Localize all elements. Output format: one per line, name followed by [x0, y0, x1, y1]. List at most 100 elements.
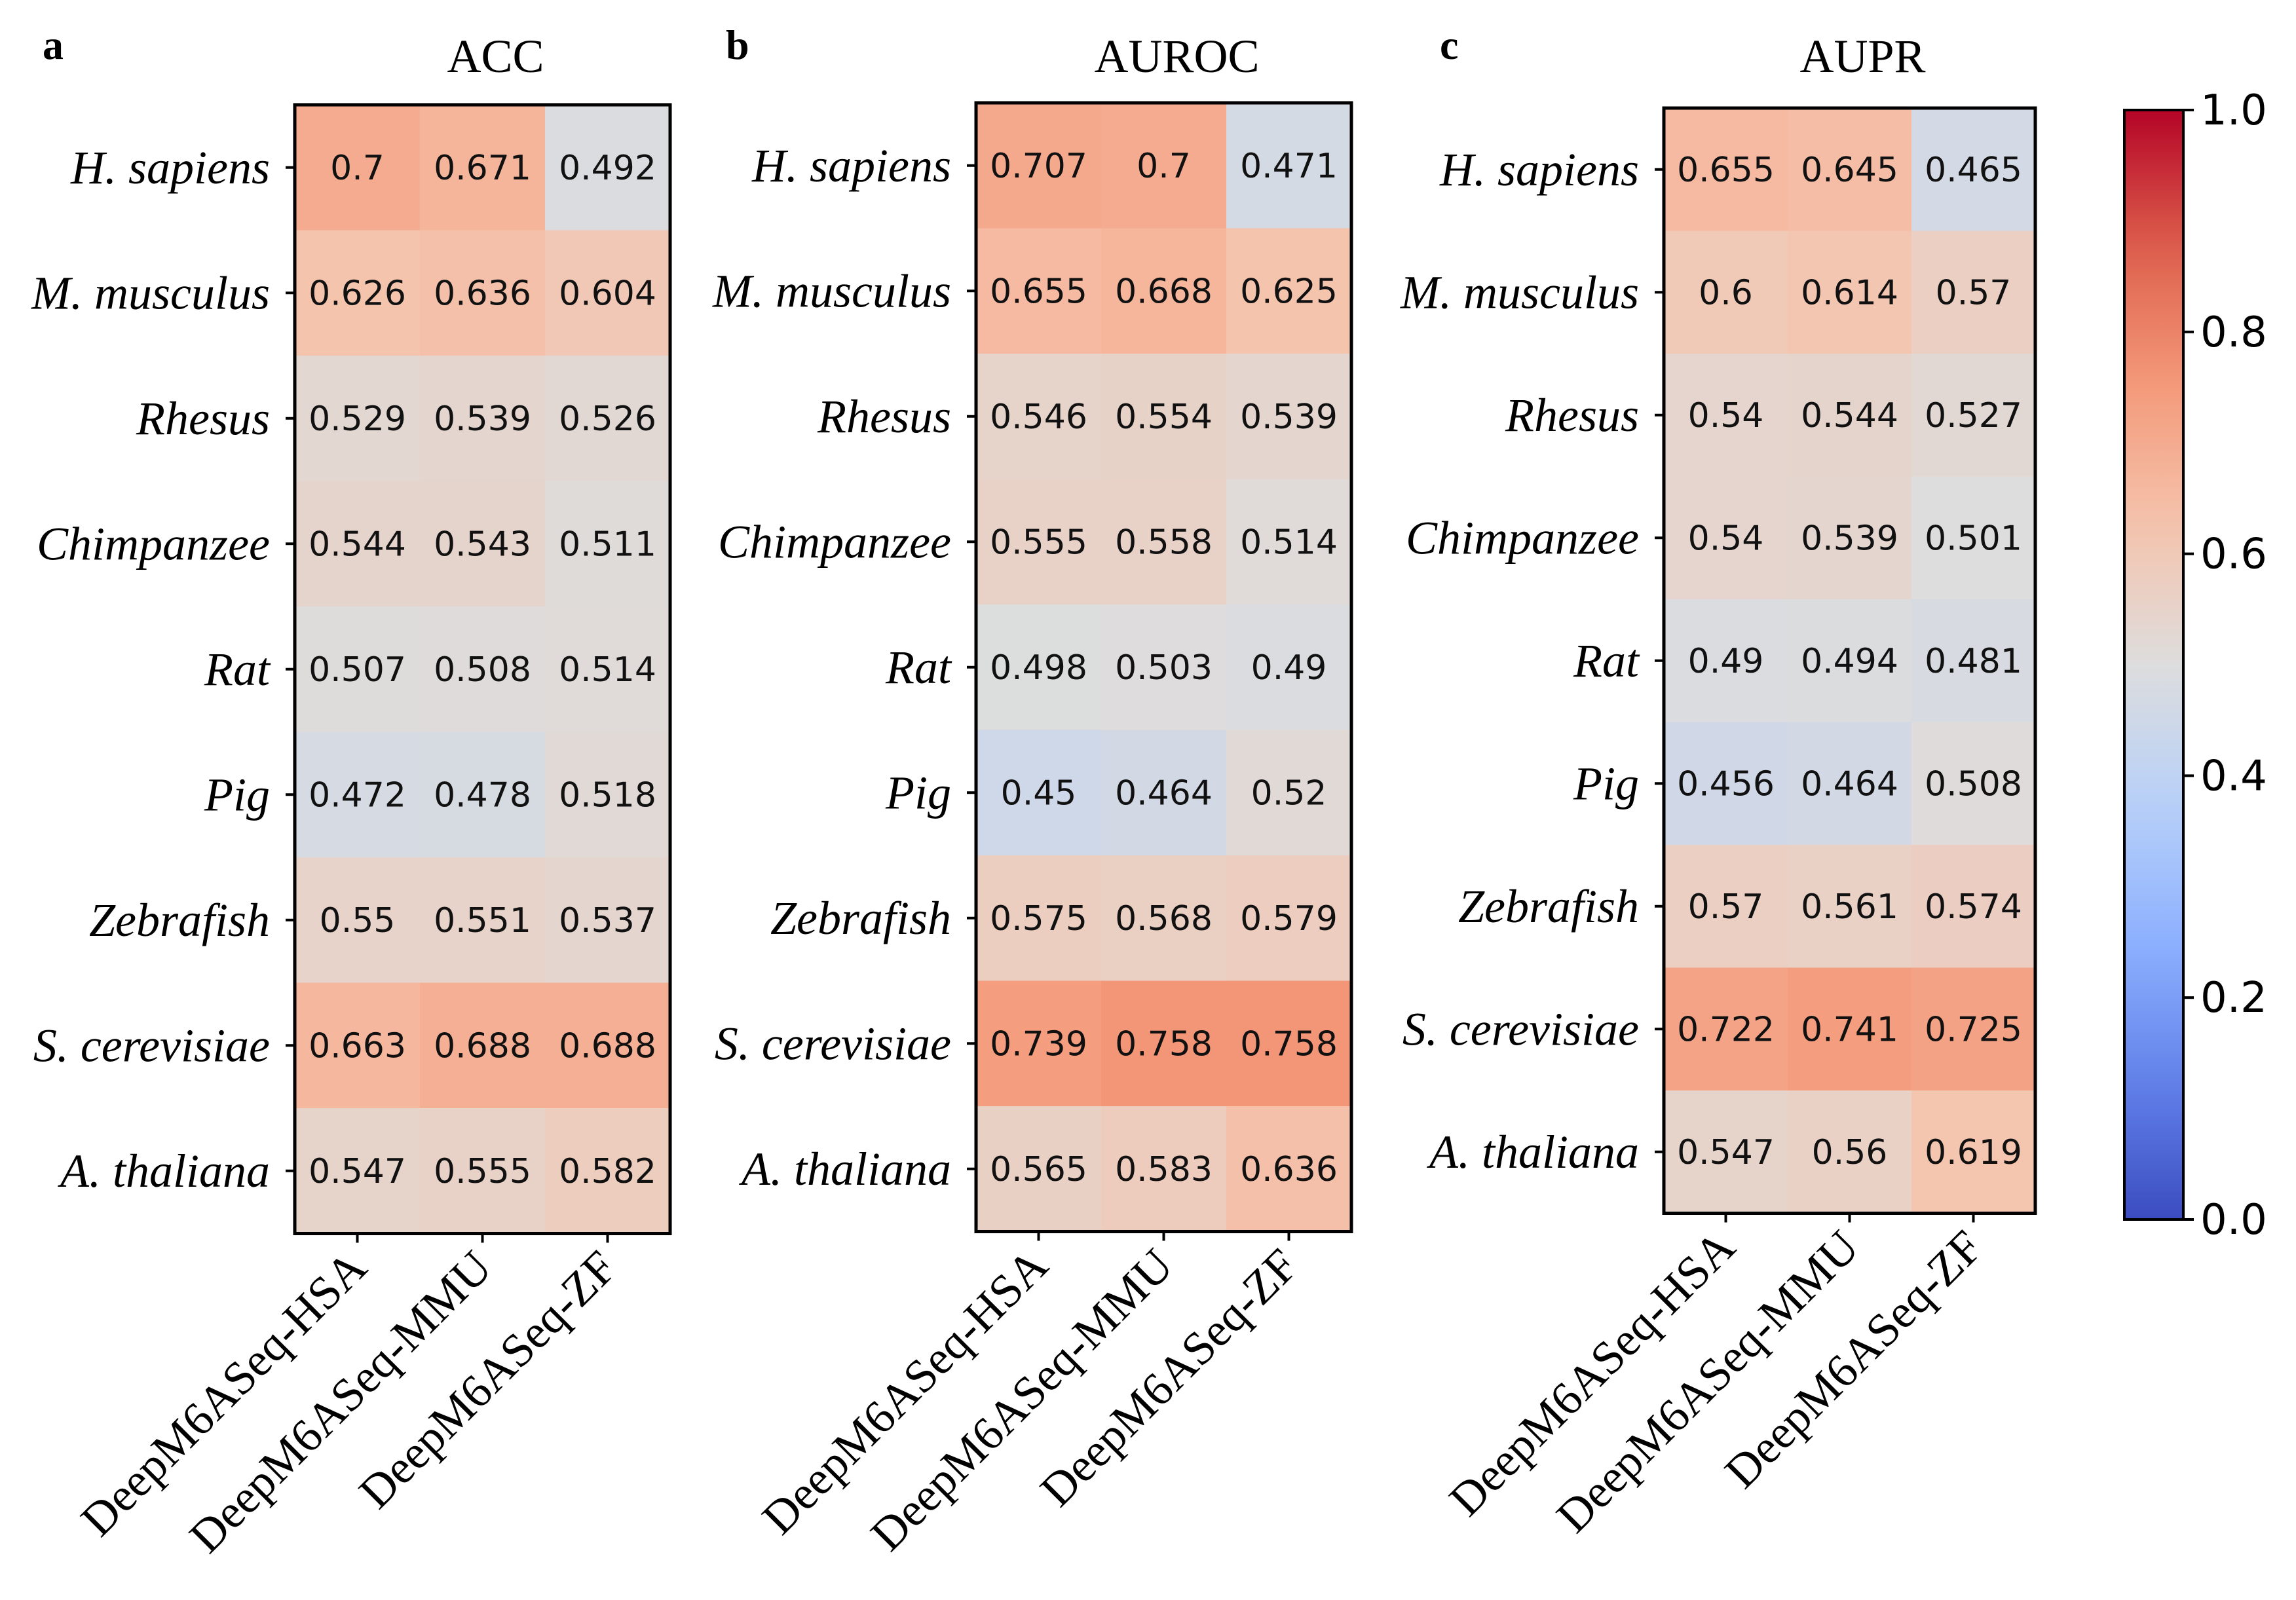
heatmap-cell: [976, 855, 1102, 981]
cell-value-label: 0.472: [309, 775, 406, 815]
cell-value-label: 0.663: [309, 1026, 406, 1066]
heatmap-cell: [976, 1106, 1102, 1232]
heatmap-cell: [1911, 1090, 2036, 1214]
heatmap-cell: [1664, 476, 1788, 600]
row-label: Rhesus: [1505, 389, 1639, 441]
cell-value-label: 0.655: [1677, 151, 1775, 190]
heatmap-cell: [1911, 476, 2036, 600]
row-label: Chimpanzee: [37, 517, 270, 570]
heatmap-cell: [420, 230, 546, 356]
heatmap-cell: [1664, 845, 1788, 968]
cell-value-label: 0.554: [1115, 398, 1213, 437]
heatmap-cell: [976, 228, 1102, 354]
cell-value-label: 0.465: [1925, 151, 2022, 190]
heatmap-cell: [420, 356, 546, 481]
heatmap-cell: [976, 354, 1102, 479]
cell-value-label: 0.636: [434, 274, 531, 313]
heatmap-cell: [1911, 108, 2036, 231]
heatmap-cell: [545, 105, 671, 231]
cell-value-label: 0.539: [434, 400, 531, 439]
row-label: H. sapiens: [751, 140, 951, 192]
cell-value-label: 0.514: [1240, 523, 1338, 562]
cell-value-label: 0.54: [1688, 396, 1764, 436]
cell-value-label: 0.456: [1677, 764, 1775, 804]
cell-value-label: 0.537: [559, 901, 656, 940]
cell-value-label: 0.498: [990, 648, 1087, 688]
heatmap-cell: [295, 105, 421, 231]
cell-value-label: 0.655: [990, 272, 1087, 311]
heatmap-cell: [976, 479, 1102, 605]
heatmap-cell: [976, 605, 1102, 730]
cell-value-label: 0.558: [1115, 523, 1213, 562]
cell-value-label: 0.551: [434, 901, 531, 940]
heatmap-cell: [1664, 354, 1788, 477]
cell-value-label: 0.527: [1925, 396, 2022, 436]
heatmap-cell: [1788, 1090, 1912, 1214]
cell-value-label: 0.494: [1801, 642, 1898, 681]
heatmap-cell: [1788, 231, 1912, 354]
heatmap-cell: [1664, 108, 1788, 231]
cell-value-label: 0.722: [1677, 1010, 1775, 1049]
heatmap-cell: [545, 356, 671, 481]
heatmap-cell: [295, 1108, 421, 1234]
heatmap-cell: [1226, 980, 1352, 1107]
heatmap-cell: [295, 230, 421, 356]
cell-value-label: 0.7: [330, 149, 385, 188]
cell-value-label: 0.492: [559, 149, 656, 188]
heatmap-panel-c: 0.655 0.645 0.465 0.6 0.614 0.57 0.54 0.544 0.52…: [1400, 22, 2037, 1542]
heatmap-cell: [1788, 476, 1912, 600]
heatmap-cell: [420, 1108, 546, 1234]
heatmap-cell: [1101, 228, 1227, 354]
cell-value-label: 0.555: [434, 1152, 531, 1191]
heatmap-cell: [1226, 1106, 1352, 1232]
cell-value-label: 0.547: [1677, 1133, 1775, 1172]
heatmap-cell: [1101, 605, 1227, 730]
row-label: S. cerevisiae: [1402, 1003, 1639, 1055]
heatmap-cell: [545, 732, 671, 858]
cell-value-label: 0.579: [1240, 899, 1338, 939]
cell-value-label: 0.614: [1801, 273, 1898, 312]
cell-value-label: 0.478: [434, 775, 531, 815]
cell-value-label: 0.7: [1137, 147, 1191, 186]
colorbar-gradient: [2123, 109, 2185, 1221]
heatmap-cell: [1101, 354, 1227, 479]
heatmap-cell: [545, 857, 671, 983]
row-label: Rhesus: [136, 392, 270, 445]
heatmap-cell: [1911, 722, 2036, 846]
cell-value-label: 0.565: [990, 1150, 1087, 1189]
heatmap-cell: [295, 606, 421, 732]
panel-letter: a: [43, 22, 64, 68]
cell-value-label: 0.529: [309, 400, 406, 439]
colorbar-tick-label: 0.8: [2200, 308, 2267, 357]
heatmap-cell: [1788, 845, 1912, 968]
cell-value-label: 0.575: [990, 899, 1087, 939]
panel-title: ACC: [447, 30, 544, 83]
heatmap-cell: [420, 606, 546, 732]
heatmap-cell: [976, 103, 1102, 229]
heatmap-cell: [1788, 599, 1912, 722]
cell-value-label: 0.619: [1925, 1133, 2022, 1172]
row-label: Rat: [1573, 635, 1640, 687]
heatmap-cell: [1664, 722, 1788, 846]
row-label: Rhesus: [817, 390, 951, 443]
heatmap-cell: [295, 481, 421, 607]
cell-value-label: 0.514: [559, 650, 656, 690]
cell-value-label: 0.464: [1801, 764, 1898, 804]
heatmap-cell: [1226, 354, 1352, 479]
cell-value-label: 0.518: [559, 775, 656, 815]
cell-value-label: 0.582: [559, 1152, 656, 1191]
panel-title: AUPR: [1799, 30, 1925, 83]
cell-value-label: 0.741: [1801, 1010, 1898, 1049]
heatmap-cell: [545, 982, 671, 1109]
row-label: H. sapiens: [1439, 143, 1639, 196]
cell-value-label: 0.583: [1115, 1150, 1213, 1189]
colorbar-tick-label: 0.2: [2200, 974, 2267, 1022]
cell-value-label: 0.56: [1812, 1133, 1888, 1172]
colorbar: 0.0 0.2 0.4 0.6 0.8 1.0: [2123, 86, 2267, 1244]
row-label: Pig: [204, 768, 270, 821]
cell-value-label: 0.471: [1240, 147, 1338, 186]
heatmap-cell: [545, 1108, 671, 1234]
heatmap-cell: [1788, 354, 1912, 477]
heatmap-cell: [295, 732, 421, 858]
